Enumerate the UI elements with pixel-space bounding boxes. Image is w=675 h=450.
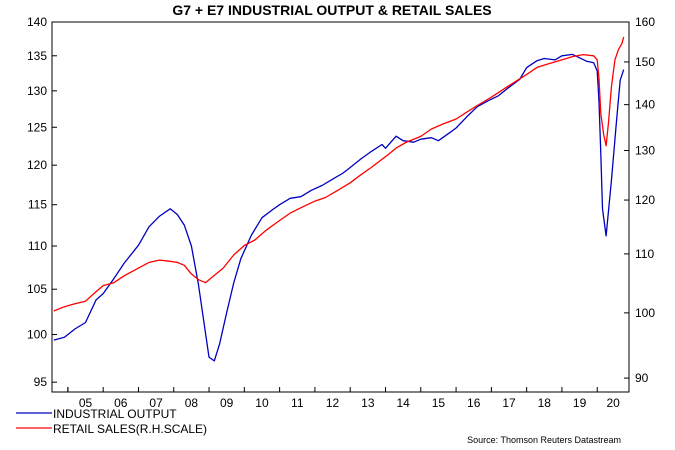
source-note: Source: Thomson Reuters Datastream xyxy=(467,435,621,445)
x-tick-label: 07 xyxy=(149,396,163,410)
x-tick-label: 08 xyxy=(185,396,199,410)
left-tick-label: 110 xyxy=(28,239,47,253)
right-axis: 90 100 110 120 130 140 150 160 xyxy=(624,15,655,385)
legend-label-retail-sales: RETAIL SALES(R.H.SCALE) xyxy=(53,422,207,436)
left-tick-label: 100 xyxy=(27,328,47,342)
x-tick-label: 09 xyxy=(220,396,234,410)
series-line-retail-sales xyxy=(53,36,625,312)
chart-title: G7 + E7 INDUSTRIAL OUTPUT & RETAIL SALES xyxy=(172,2,491,18)
x-tick-label: 17 xyxy=(502,396,516,410)
left-tick-label: 130 xyxy=(27,84,47,98)
series-layer xyxy=(53,36,625,362)
x-tick-label: 10 xyxy=(255,396,269,410)
left-tick-label: 120 xyxy=(27,158,47,172)
right-tick-label: 160 xyxy=(635,15,655,29)
right-tick-label: 140 xyxy=(635,98,655,112)
x-tick-label: 06 xyxy=(114,396,128,410)
right-tick-label: 120 xyxy=(635,193,655,207)
x-tick-label: 19 xyxy=(573,396,587,410)
right-tick-label: 130 xyxy=(635,144,655,158)
x-tick-label: 18 xyxy=(538,396,552,410)
left-axis: 95 100 105 110 115 120 125 130 135 140 xyxy=(27,15,57,389)
left-tick-label: 115 xyxy=(28,198,47,212)
right-tick-label: 90 xyxy=(635,371,649,385)
x-tick-label: 14 xyxy=(396,396,410,410)
left-tick-label: 135 xyxy=(27,49,47,63)
legend-label-industrial-output: INDUSTRIAL OUTPUT xyxy=(53,407,177,421)
x-tick-label: 05 xyxy=(79,396,93,410)
x-tick-label: 12 xyxy=(326,396,340,410)
series-line-industrial-output xyxy=(53,53,625,362)
x-tick-label: 11 xyxy=(291,396,304,410)
x-tick-label: 20 xyxy=(606,396,620,410)
left-tick-label: 125 xyxy=(27,120,47,134)
x-tick-label: 15 xyxy=(432,396,446,410)
x-tick-label: 13 xyxy=(361,396,375,410)
right-tick-label: 110 xyxy=(635,247,654,261)
left-tick-label: 95 xyxy=(34,375,48,389)
right-tick-label: 100 xyxy=(635,306,655,320)
right-tick-label: 150 xyxy=(635,55,655,69)
plot-frame xyxy=(51,21,630,393)
left-tick-label: 140 xyxy=(27,15,47,29)
x-axis: 05 06 07 08 09 10 11 12 13 14 15 16 17 18 19 20 xyxy=(67,387,620,410)
x-tick-label: 16 xyxy=(467,396,481,410)
left-tick-label: 105 xyxy=(27,282,47,296)
